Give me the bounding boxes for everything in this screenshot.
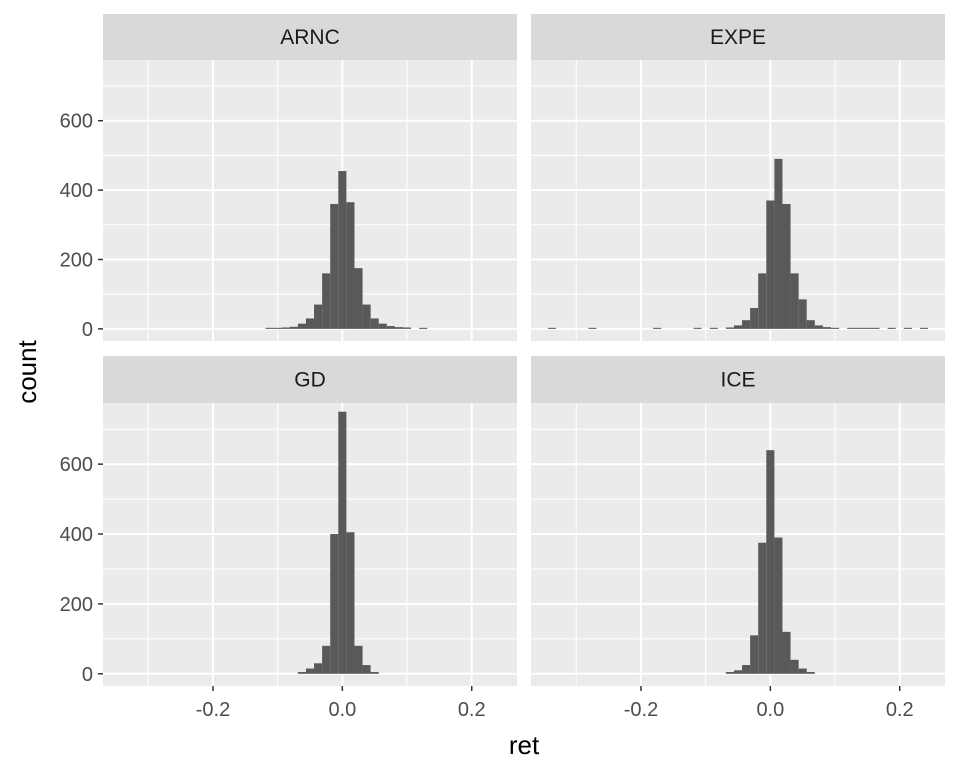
histogram-bar: [297, 323, 306, 329]
histogram-bar: [798, 668, 807, 674]
x-tick-label: 0.0: [756, 699, 784, 721]
histogram-bar: [314, 304, 323, 329]
y-axis-title: count: [12, 339, 42, 403]
histogram-bar: [758, 273, 767, 329]
histogram-bar: [588, 327, 597, 329]
facet-label-expe: EXPE: [710, 26, 766, 49]
histogram-bar: [346, 202, 355, 329]
histogram-bar: [394, 327, 403, 329]
facet-strip-ice: [531, 356, 945, 403]
facet-strip-expe: [531, 14, 945, 60]
histogram-bar: [742, 665, 751, 674]
histogram-bar: [750, 635, 759, 674]
y-tick-label: 0: [82, 664, 93, 686]
histogram-bar: [346, 532, 355, 674]
histogram-bar: [547, 327, 557, 329]
histogram-bar: [402, 327, 412, 329]
x-axis-title: ret: [509, 730, 540, 760]
histogram-bar: [297, 672, 306, 674]
histogram-bar: [742, 320, 751, 329]
y-tick-label: 200: [60, 594, 93, 616]
facet-label-ice: ICE: [720, 369, 755, 392]
histogram-bar: [281, 327, 290, 329]
histogram-bar: [790, 659, 799, 674]
histogram-bar: [725, 672, 734, 674]
histogram-bar: [790, 273, 799, 329]
panel-background-arnc: [103, 60, 517, 341]
histogram-bar: [354, 645, 363, 674]
histogram-bar: [322, 273, 331, 329]
facet-strip-gd: [103, 356, 517, 403]
histogram-bar: [822, 327, 831, 329]
x-tick-label: -0.2: [196, 699, 230, 721]
histogram-bar: [863, 327, 872, 329]
x-tick-label: -0.2: [624, 699, 658, 721]
x-tick-label: 0.0: [328, 699, 356, 721]
histogram-bar: [774, 537, 783, 674]
histogram-bar: [289, 326, 298, 329]
histogram-bar: [322, 645, 331, 674]
histogram-bar: [273, 327, 282, 329]
histogram-bar: [265, 327, 274, 329]
y-tick-label: 200: [60, 249, 93, 271]
histogram-bar: [330, 534, 339, 674]
histogram-bar: [378, 323, 387, 329]
histogram-bar: [709, 327, 718, 329]
facet-label-arnc: ARNC: [280, 26, 340, 49]
histogram-bar: [798, 299, 807, 329]
histogram-bar: [305, 668, 315, 674]
panel-background-gd: [103, 403, 517, 686]
facet-strip-arnc: [103, 14, 517, 60]
histogram-bar: [847, 327, 856, 329]
histogram-bar: [338, 171, 347, 329]
histogram-bar: [855, 327, 864, 329]
histogram-bar: [733, 325, 743, 329]
y-tick-label: 400: [60, 180, 93, 202]
histogram-bar: [766, 450, 775, 674]
panel-background-expe: [531, 60, 945, 341]
histogram-bar: [362, 304, 371, 329]
histogram-bar: [887, 327, 896, 329]
panel-background-ice: [531, 403, 945, 686]
histogram-bar: [919, 327, 929, 329]
histogram-bar: [733, 670, 743, 674]
histogram-bar: [806, 672, 815, 674]
histogram-bar: [693, 327, 702, 329]
histogram-bar: [370, 318, 379, 329]
histogram-bar: [782, 203, 791, 329]
histogram-bar: [386, 326, 395, 329]
histogram-bar: [338, 411, 347, 674]
histogram-bar: [903, 327, 912, 329]
y-tick-label: 0: [82, 319, 93, 341]
histogram-bar: [305, 318, 315, 329]
histogram-bar: [725, 327, 734, 329]
histogram-bar: [782, 631, 791, 674]
histogram-bar: [750, 308, 759, 329]
histogram-bar: [806, 320, 815, 329]
histogram-bar: [758, 542, 767, 674]
histogram-bar: [314, 663, 323, 674]
facet-label-gd: GD: [294, 369, 326, 392]
histogram-bar: [362, 665, 371, 674]
histogram-bar: [370, 672, 379, 674]
histogram-bar: [774, 158, 783, 329]
histogram-bar: [830, 327, 840, 329]
histogram-bar: [653, 327, 662, 329]
histogram-bar: [354, 268, 363, 329]
y-tick-label: 400: [60, 524, 93, 546]
histogram-bar: [330, 203, 339, 329]
histogram-bar: [871, 327, 880, 329]
x-tick-label: 0.2: [458, 699, 486, 721]
y-tick-label: 600: [60, 111, 93, 133]
histogram-bar: [766, 200, 775, 329]
y-tick-label: 600: [60, 454, 93, 476]
histogram-bar: [814, 325, 823, 329]
x-tick-label: 0.2: [886, 699, 914, 721]
histogram-bar: [419, 327, 428, 329]
